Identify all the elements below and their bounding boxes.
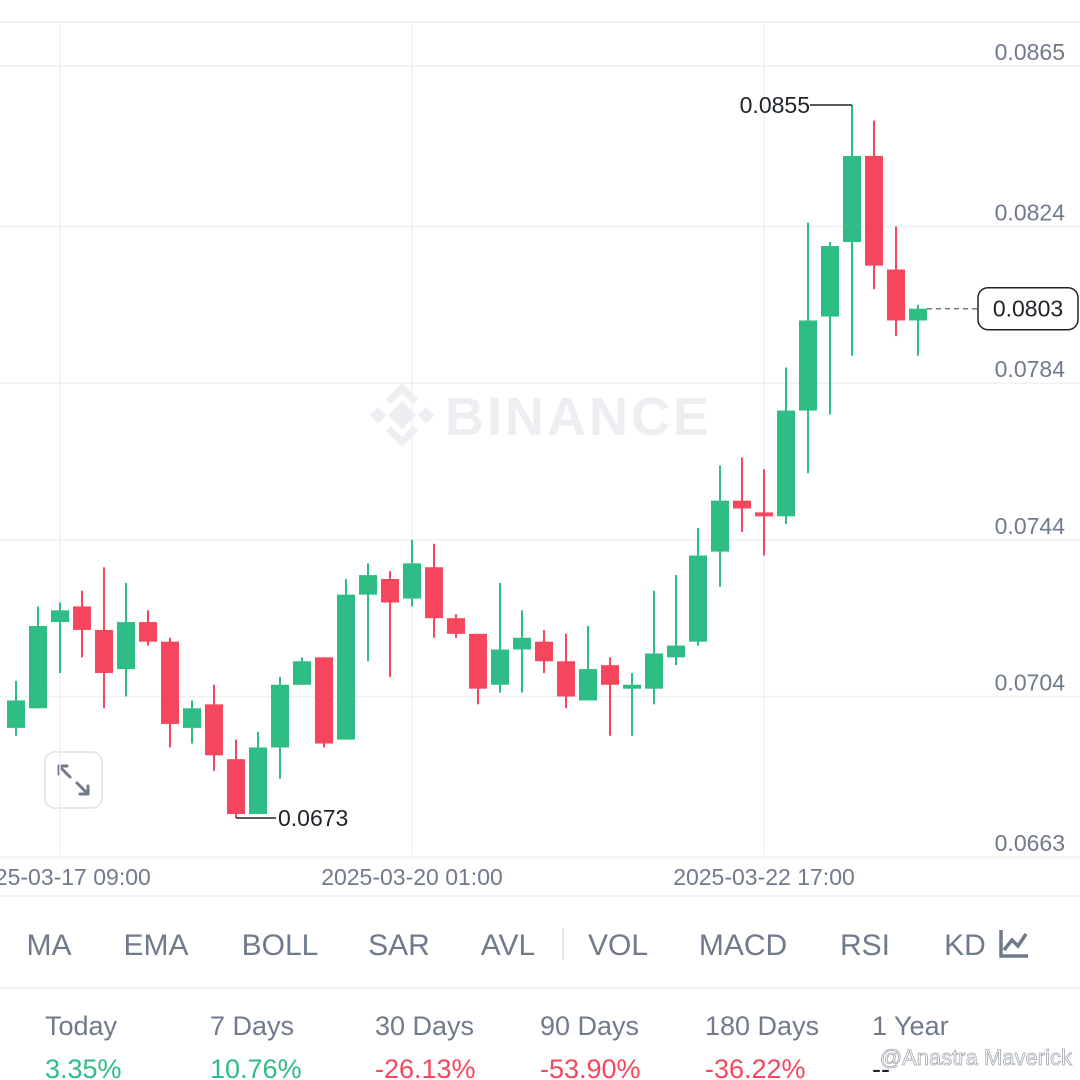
period-label: 7 Days [210,1011,294,1041]
candle-body [315,657,333,744]
candle-body [183,708,201,728]
indicator-tab[interactable]: MACD [699,929,787,962]
candle-body [887,269,905,321]
candle-body [337,594,355,740]
candle-body [865,155,883,266]
candle-body [425,567,443,619]
last-price-box [977,286,1079,331]
y-tick-label: 0.0704 [995,670,1066,696]
overlay-watermark: @Anastra Maverick [880,1045,1073,1070]
candle-body [359,575,377,595]
period-change: -- [872,1054,890,1080]
x-tick-label: 2025-03-22 17:00 [673,864,855,890]
candle-body [51,610,69,623]
candle-body [799,320,817,411]
candle-body [293,661,311,685]
x-tick-label: 2025-03-20 01:00 [321,864,503,890]
candle-body [579,669,597,701]
plot-area [0,22,1080,858]
candle-body [491,649,509,685]
period-change: 3.35% [45,1054,122,1080]
candle-body [73,606,91,630]
candle-body [139,622,157,642]
y-tick-label: 0.0824 [995,199,1066,225]
candle-body [711,500,729,552]
candle-body [755,512,773,517]
candle-body [7,700,25,728]
candle-body [447,618,465,634]
candle-body [821,246,839,317]
candle-body [535,641,553,662]
candle-body [95,629,113,674]
watermark-logo [369,383,435,447]
candle-body [777,410,795,517]
period-change: 10.76% [210,1054,302,1080]
y-tick-label: 0.0865 [995,39,1065,65]
indicator-tab[interactable]: KD [944,929,986,962]
indicator-tab[interactable]: RSI [840,929,890,962]
indicator-tab[interactable]: MA [27,929,72,962]
candle-body [667,645,685,658]
period-label: 90 Days [540,1011,639,1041]
indicator-tab[interactable]: EMA [123,929,188,962]
indicator-tab[interactable]: BOLL [242,929,319,962]
candle-body [909,308,927,321]
candle-body [403,563,421,599]
period-label: 1 Year [872,1011,949,1041]
expand-button[interactable] [44,751,103,809]
candle-body [227,759,245,815]
candle-body [623,684,641,689]
period-label: 30 Days [375,1011,474,1041]
candle-body [271,684,289,748]
candle-body [557,661,575,697]
candle-body [161,641,179,724]
candle-body [205,704,223,756]
last-price-label: 0.0803 [993,296,1063,322]
candle-body [601,665,619,685]
candle-body [381,578,399,603]
expand-button-bg[interactable] [44,751,103,809]
y-tick-label: 0.0784 [995,356,1066,382]
candle-body [689,555,707,642]
period-change: -53.90% [540,1054,641,1080]
high-label: 0.0855 [740,92,810,118]
y-tick-label: 0.0744 [995,513,1066,539]
candle-body [733,500,751,509]
indicator-tab[interactable]: SAR [368,929,430,962]
period-label: 180 Days [705,1011,819,1041]
period-label: Today [45,1011,118,1041]
y-tick-label: 0.0663 [995,830,1065,856]
x-tick-label: 2025-03-17 09:00 [0,864,151,890]
period-change: -26.13% [375,1054,476,1080]
chart-settings-glyph[interactable] [999,930,1028,958]
chart-settings-icon[interactable] [999,930,1028,958]
candle-body [843,155,861,243]
candle-body [513,637,531,650]
candle-body [117,622,135,670]
indicator-tab[interactable]: VOL [588,929,648,962]
expand-icon[interactable] [57,764,90,796]
candle-body [645,653,663,689]
low-label: 0.0673 [278,805,348,831]
watermark-text: BINANCE [445,387,712,447]
indicator-tab[interactable]: AVL [481,929,535,962]
candle-body [469,633,487,689]
candle-body [29,626,47,709]
period-change: -36.22% [705,1054,806,1080]
candle-body [249,747,267,815]
